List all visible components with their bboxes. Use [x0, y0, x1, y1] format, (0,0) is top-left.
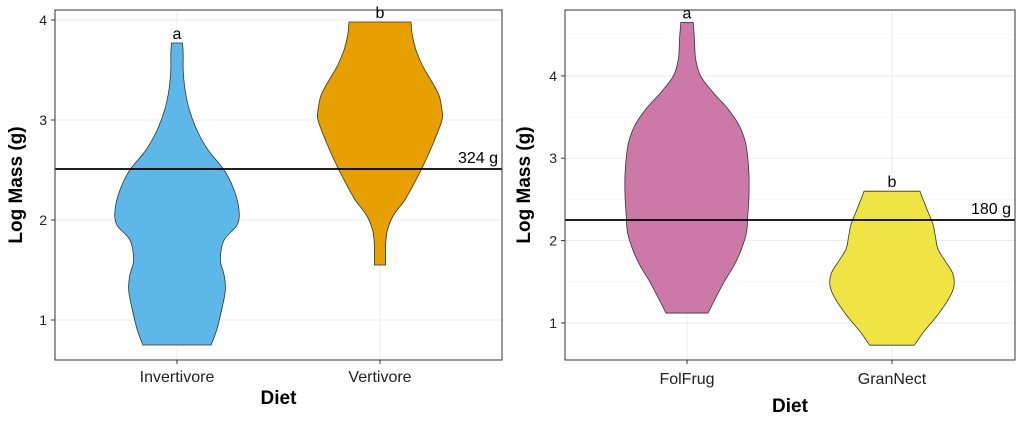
x-axis-title: Diet	[261, 388, 298, 409]
y-tick-label: 2	[549, 233, 557, 249]
x-tick-label-folfrug: FolFrug	[659, 371, 714, 388]
panel-2-border	[564, 9, 1016, 361]
violin-vertivore	[316, 21, 444, 266]
significance-letter-folfrug: a	[683, 5, 692, 22]
y-tick-label: 3	[39, 112, 47, 128]
panel-1-border	[54, 9, 503, 361]
violin-invertivore	[114, 42, 240, 346]
y-tick-label: 4	[549, 68, 557, 84]
significance-letter-invertivore: a	[173, 26, 182, 43]
violin-grannect	[829, 190, 955, 346]
x-axis-title: Diet	[772, 396, 809, 417]
y-tick-label: 3	[549, 150, 557, 166]
y-axis-title: Log Mass (g)	[514, 126, 535, 243]
x-tick-label-grannect: GranNect	[858, 371, 927, 388]
y-tick-label: 1	[39, 312, 47, 328]
reference-line-label: 180 g	[971, 201, 1011, 218]
reference-line-label: 324 g	[458, 150, 498, 167]
x-tick-label-vertivore: Vertivore	[348, 369, 411, 386]
y-axis-title: Log Mass (g)	[6, 126, 27, 243]
significance-letter-grannect: b	[888, 174, 897, 191]
y-tick-label: 1	[549, 315, 557, 331]
significance-letter-vertivore: b	[376, 5, 385, 22]
x-tick-label-invertivore: Invertivore	[140, 369, 215, 386]
y-tick-label: 4	[39, 12, 47, 28]
y-tick-label: 2	[39, 212, 47, 228]
